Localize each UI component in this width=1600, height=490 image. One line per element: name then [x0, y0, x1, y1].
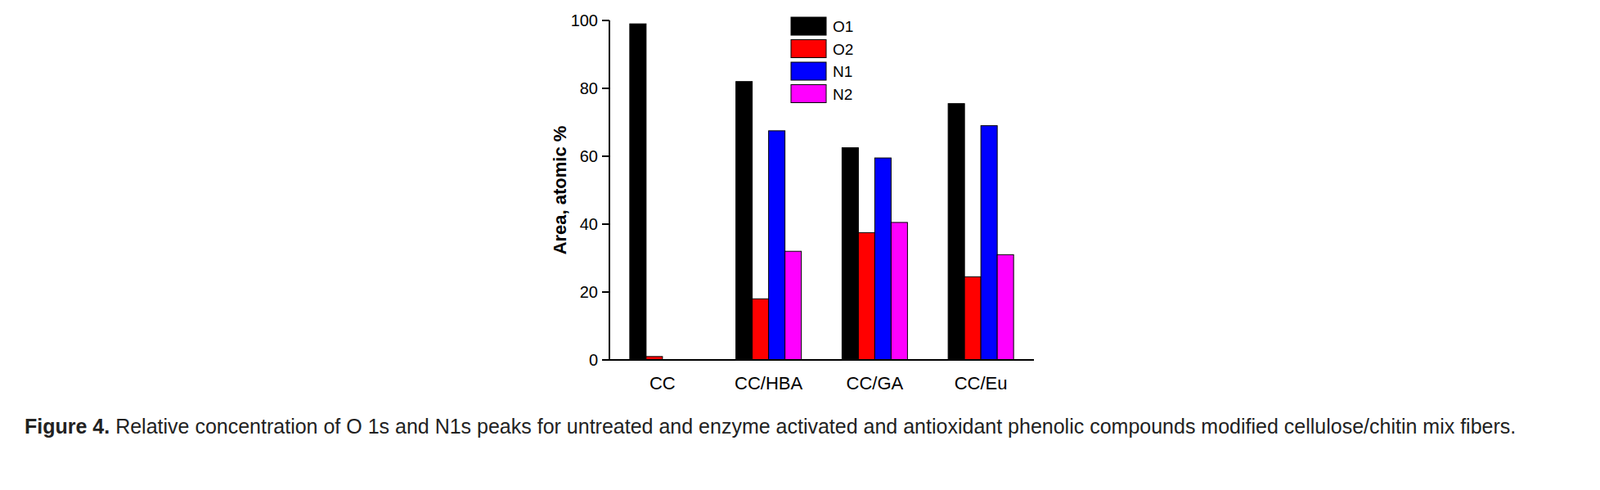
caption: Figure 4. Relative concentration of O 1s…: [24, 408, 1579, 445]
y-axis-label: Area, atomic %: [549, 125, 571, 256]
bar: [874, 157, 891, 360]
legend-label: O1: [832, 17, 854, 36]
y-tick-label: 80: [579, 79, 598, 98]
legend-swatch: [791, 62, 827, 81]
figure-label: Figure 4.: [24, 414, 110, 438]
y-tick: [602, 291, 610, 293]
chart: 0 20 40 60 80 100 CC CC/HBA CC/GA CC/Eu Area, atom…: [0, 0, 1600, 409]
y-tick: [602, 87, 610, 90]
x-axis: [609, 359, 1034, 361]
bar: [736, 81, 753, 360]
caption-text: Relative concentration of O 1s and N1s p…: [115, 414, 1516, 438]
legend-swatch: [791, 17, 827, 36]
y-tick: [602, 155, 610, 158]
y-tick-label: 100: [570, 11, 598, 30]
bar: [858, 232, 875, 360]
x-tick-label: CC: [649, 373, 676, 394]
bar: [841, 148, 859, 360]
x-tick-label: CC/HBA: [734, 373, 803, 394]
bar: [768, 130, 786, 360]
legend-label: N2: [832, 85, 853, 104]
legend-label: O2: [832, 40, 854, 59]
legend-swatch: [791, 40, 827, 59]
bar: [980, 125, 998, 360]
bar: [997, 254, 1014, 360]
legend-label: N1: [832, 62, 853, 81]
y-tick-label: 0: [588, 350, 598, 369]
bar: [890, 222, 908, 360]
y-tick: [602, 19, 610, 22]
legend-swatch: [791, 85, 827, 104]
y-tick-label: 20: [579, 283, 598, 302]
x-tick-label: CC/GA: [846, 373, 904, 394]
bar: [752, 298, 769, 360]
bars: [629, 23, 1014, 360]
bar: [964, 276, 981, 360]
y-tick-label: 60: [579, 147, 598, 166]
bar: [629, 23, 647, 360]
y-tick: [602, 359, 610, 361]
x-tick-label: CC/Eu: [954, 373, 1008, 394]
bar: [948, 103, 965, 360]
y-axis: [608, 20, 611, 360]
y-tick-label: 40: [579, 215, 598, 234]
legend: O1 O2 N1 N2: [791, 17, 854, 104]
y-tick: [602, 223, 610, 225]
bar: [785, 251, 802, 360]
